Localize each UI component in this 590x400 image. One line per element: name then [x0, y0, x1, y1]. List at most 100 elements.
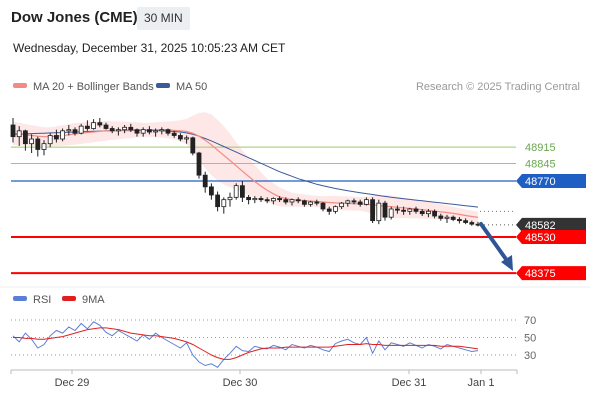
- candle: [29, 138, 35, 145]
- candle: [177, 135, 183, 140]
- candle: [413, 208, 419, 212]
- ma50-legend-swatch: [156, 83, 170, 88]
- candle: [351, 200, 357, 203]
- candle: [146, 129, 152, 133]
- candle: [264, 199, 270, 202]
- ma20-legend-swatch: [13, 83, 27, 88]
- x-tick-label: Dec 30: [223, 377, 258, 389]
- candle: [41, 143, 47, 150]
- candle: [215, 194, 221, 208]
- candle: [54, 135, 59, 140]
- candle: [382, 202, 388, 218]
- candle: [122, 126, 127, 131]
- candle: [208, 186, 214, 196]
- candle: [165, 129, 171, 134]
- level-badge-48770: [516, 174, 586, 188]
- candle: [388, 208, 394, 218]
- candle: [184, 137, 190, 140]
- candle: [196, 152, 202, 176]
- candle: [357, 201, 363, 205]
- level-label-48530: 48530: [525, 232, 556, 244]
- rsi-ma-line: [13, 327, 479, 360]
- ma50-legend-label: MA 50: [176, 81, 207, 93]
- candle: [444, 216, 450, 219]
- candle: [103, 124, 109, 129]
- rsi-line: [12, 321, 479, 368]
- level-badge-48375: [516, 266, 586, 281]
- candle: [72, 129, 78, 134]
- instrument-title: Dow Jones (CME): [11, 9, 138, 26]
- x-tick-label: Dec 29: [55, 377, 90, 389]
- chart-datetime: Wednesday, December 31, 2025 10:05:23 AM…: [13, 41, 286, 55]
- candle: [171, 132, 177, 136]
- x-tick-label: Dec 31: [392, 377, 427, 389]
- level-label-48770: 48770: [525, 176, 556, 188]
- candle: [190, 137, 196, 154]
- candle: [60, 130, 65, 140]
- level-label-48375: 48375: [525, 268, 556, 280]
- main-legend: MA 20 + Bollinger Bands MA 50 Research ©…: [13, 81, 580, 93]
- projection-arrow-icon: [479, 222, 513, 271]
- candle: [10, 124, 16, 138]
- candlesticks: [10, 118, 481, 227]
- candle: [270, 198, 276, 202]
- candle: [277, 198, 283, 201]
- candle: [419, 210, 425, 215]
- candle: [301, 200, 307, 205]
- candle: [221, 199, 227, 208]
- candle: [295, 199, 301, 202]
- level-label-48915: 48915: [525, 142, 556, 154]
- candle: [22, 130, 28, 145]
- research-credit: Research © 2025 Trading Central: [416, 81, 580, 93]
- ma9-legend-label: 9MA: [82, 294, 105, 306]
- rsi-tick-50: 50: [524, 333, 536, 345]
- bollinger-bands: [13, 112, 478, 224]
- candle: [376, 202, 382, 222]
- candle: [320, 202, 326, 210]
- candle: [438, 215, 444, 219]
- level-badge-48530: [516, 230, 586, 244]
- candle: [47, 135, 53, 145]
- candle: [463, 220, 469, 223]
- level-label-48582: 48582: [525, 220, 556, 232]
- candle: [258, 198, 264, 201]
- candle: [314, 201, 320, 204]
- candle: [469, 222, 475, 225]
- ma20-legend-label: MA 20 + Bollinger Bands: [33, 81, 154, 93]
- candle: [450, 216, 456, 220]
- rsi-legend-swatch: [13, 296, 27, 301]
- ma50-line: [12, 129, 479, 208]
- candle: [159, 129, 165, 132]
- candle: [153, 130, 159, 133]
- x-tick-label: Jan 1: [468, 377, 495, 389]
- bollinger-band-fill: [13, 112, 478, 224]
- candle: [85, 125, 90, 129]
- candle: [345, 200, 351, 204]
- chart-header: Dow Jones (CME) 30 MIN: [0, 0, 590, 36]
- candle: [91, 122, 96, 129]
- rsi-legend: RSI 9MA: [13, 294, 105, 306]
- rsi-panel: 70 50 30: [11, 315, 536, 368]
- candle: [425, 210, 431, 215]
- candle: [66, 129, 72, 132]
- candle: [363, 199, 369, 205]
- candle: [109, 128, 115, 132]
- candle: [401, 209, 407, 212]
- candle: [370, 199, 376, 222]
- candle: [116, 129, 121, 132]
- level-label-48845: 48845: [525, 159, 556, 171]
- candle: [308, 201, 314, 205]
- ma20-line: [12, 129, 479, 218]
- candle: [128, 126, 134, 131]
- candle: [289, 199, 295, 203]
- candle: [394, 208, 400, 211]
- level-badge-48582: [516, 217, 586, 232]
- moving-averages: [12, 129, 479, 218]
- candle: [16, 130, 22, 138]
- candle: [332, 206, 338, 212]
- timeframe-badge[interactable]: 30 MIN: [137, 7, 190, 30]
- candle: [202, 174, 208, 188]
- x-axis: Dec 29 Dec 30 Dec 31 Jan 1: [10, 370, 518, 389]
